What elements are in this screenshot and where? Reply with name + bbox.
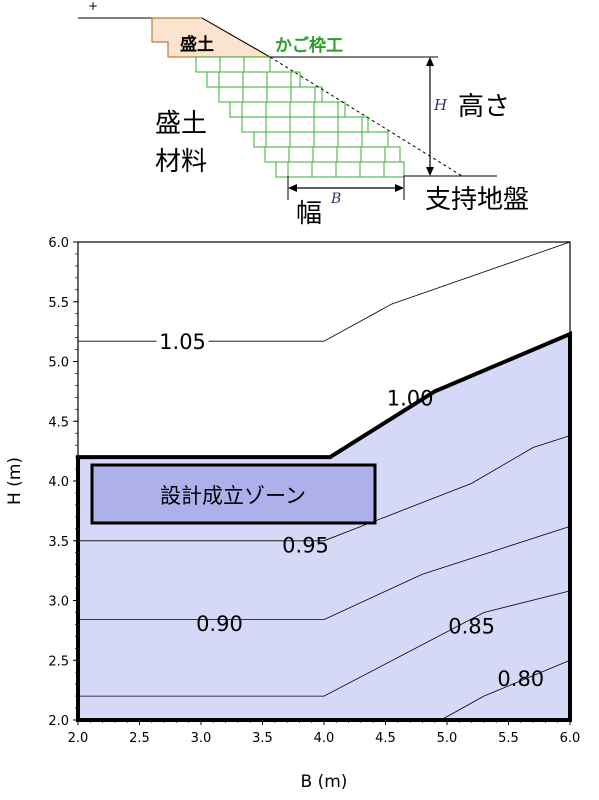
ground-label: 支持地盤 bbox=[425, 185, 529, 215]
fill-material-label-2: 材料 bbox=[155, 147, 207, 177]
gabion-blocks bbox=[195, 56, 405, 178]
y-axis-label: H (m) bbox=[5, 457, 25, 505]
y-tick-label: 4.5 bbox=[48, 415, 69, 430]
width-arrow-right-head bbox=[395, 184, 404, 192]
y-tick-label: 2.5 bbox=[48, 654, 69, 669]
fill-label: 盛土 bbox=[180, 34, 214, 55]
x-tick-label: 4.0 bbox=[314, 731, 335, 746]
contour-label-1.05: 1.05 bbox=[159, 330, 206, 354]
gabion-row bbox=[218, 86, 323, 103]
x-tick-label: 3.5 bbox=[252, 731, 273, 746]
gabion-label: かご枠工 bbox=[275, 35, 343, 56]
y-tick-label: 2.0 bbox=[48, 714, 69, 729]
contour-line-0.80 bbox=[440, 659, 571, 721]
height-arrow-bottom-head bbox=[426, 167, 434, 176]
contour-line-0.95 bbox=[78, 435, 571, 542]
gabion-row bbox=[264, 146, 401, 163]
slope-line bbox=[201, 17, 271, 58]
x-tick-label: 6.0 bbox=[560, 731, 581, 746]
contour-line-0.85 bbox=[78, 590, 571, 697]
height-arrow-top-head bbox=[426, 57, 434, 66]
contour-label-0.80: 0.80 bbox=[497, 667, 544, 691]
contour-label-0.95: 0.95 bbox=[282, 533, 329, 557]
x-tick-label: 2.0 bbox=[68, 731, 89, 746]
contour-label-1.00: 1.00 bbox=[387, 386, 434, 410]
design-zone-label: 設計成立ゾーン bbox=[160, 484, 306, 508]
x-axis: 2.0 2.5 3.0 3.5 4.0 4.5 5.0 5.5 6.0 bbox=[68, 720, 581, 746]
schematic: + 盛土 かご枠工 H 高さ 盛土 材料 幅 B 支持地盤 bbox=[78, 0, 529, 229]
y-axis: 2.0 2.5 3.0 3.5 4.0 4.5 5.0 5.5 6.0 bbox=[48, 236, 78, 729]
x-tick-label: 2.5 bbox=[129, 731, 150, 746]
gabion-row bbox=[206, 71, 301, 88]
gabion-row bbox=[275, 161, 405, 178]
contour-label-0.85: 0.85 bbox=[448, 615, 495, 639]
y-tick-label: 3.0 bbox=[48, 595, 69, 610]
contour-lines bbox=[78, 241, 571, 721]
x-tick-label: 5.0 bbox=[437, 731, 458, 746]
gabion-row bbox=[229, 101, 346, 118]
y-tick-label: 5.0 bbox=[48, 356, 69, 371]
y-tick-label: 5.5 bbox=[48, 296, 69, 311]
fill-material-label-1: 盛土 bbox=[155, 109, 207, 139]
gabion-row bbox=[253, 131, 389, 148]
gabion-row bbox=[241, 116, 369, 133]
contour-labels: 1.05 1.00 0.95 0.90 0.85 0.80 bbox=[156, 328, 544, 691]
x-tick-label: 3.0 bbox=[191, 731, 212, 746]
y-tick-label: 4.0 bbox=[48, 475, 69, 490]
width-label: 幅 bbox=[296, 199, 322, 229]
x-tick-label: 5.5 bbox=[498, 731, 519, 746]
height-symbol: H bbox=[433, 96, 448, 114]
width-symbol: B bbox=[330, 191, 341, 207]
x-axis-label: B (m) bbox=[301, 772, 348, 792]
y-tick-label: 3.5 bbox=[48, 535, 69, 550]
width-arrow-left-head bbox=[288, 184, 297, 192]
contour-label-bg bbox=[156, 328, 209, 353]
contour-chart: 2.0 2.5 3.0 3.5 4.0 4.5 5.0 5.5 6.0 2.0 2.5 3.0 3.5… bbox=[5, 236, 580, 792]
contour-label-0.90: 0.90 bbox=[196, 612, 243, 636]
gabion-row bbox=[195, 56, 271, 73]
x-tick-label: 4.5 bbox=[375, 731, 396, 746]
contour-line-0.90 bbox=[78, 526, 571, 620]
y-tick-label: 6.0 bbox=[48, 236, 69, 251]
plus-mark: + bbox=[88, 0, 98, 13]
height-label: 高さ bbox=[458, 92, 510, 122]
design-zone-label-box bbox=[90, 463, 377, 525]
